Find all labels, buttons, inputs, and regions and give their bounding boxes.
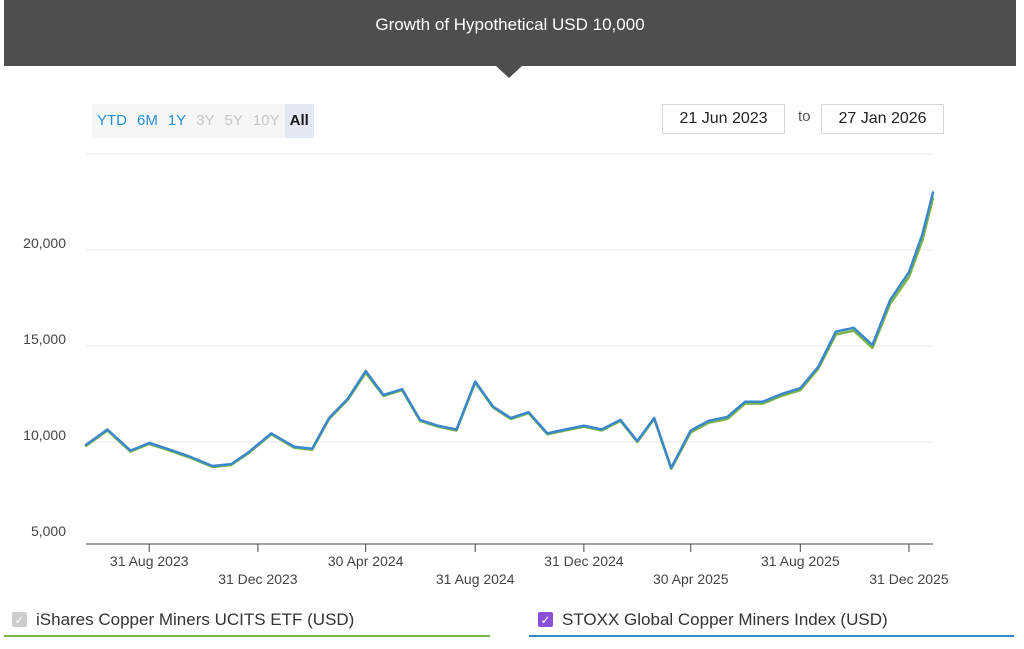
legend-label-index: STOXX Global Copper Miners Index (USD) [562, 609, 888, 629]
series-line-etf [84, 196, 935, 471]
range-button-ytd[interactable]: YTD [97, 112, 127, 129]
y-tick-label: 15,000 [23, 331, 66, 347]
legend-item-etf[interactable]: ✓ iShares Copper Miners UCITS ETF (USD) [12, 603, 354, 636]
range-button-all[interactable]: All [284, 104, 314, 138]
y-tick-label: 20,000 [23, 235, 66, 251]
header-pointer-arrow [496, 66, 522, 78]
legend-item-index[interactable]: ✓ STOXX Global Copper Miners Index (USD) [538, 603, 888, 636]
x-tick-label: 31 Aug 2025 [761, 553, 840, 569]
legend-checkbox-etf[interactable]: ✓ [12, 612, 27, 627]
y-tick-label: 5,000 [31, 523, 66, 539]
chart-header: Growth of Hypothetical USD 10,000 [4, 0, 1016, 66]
x-tick-label: 30 Apr 2024 [328, 553, 404, 569]
x-tick-label: 31 Aug 2024 [436, 571, 515, 587]
x-tick-label: 31 Dec 2023 [218, 571, 298, 587]
range-button-3y[interactable]: 3Y [196, 112, 215, 129]
legend-underline-etf [4, 635, 490, 637]
range-button-6m[interactable]: 6M [137, 112, 158, 129]
legend-underline-index [529, 635, 1014, 637]
x-tick-label: 30 Apr 2025 [653, 571, 729, 587]
x-tick-label: 31 Aug 2023 [110, 553, 189, 569]
date-range-separator: to [798, 108, 811, 125]
range-button-10y[interactable]: 10Y [252, 112, 280, 129]
series-line-index [84, 191, 935, 470]
x-tick-label: 31 Dec 2024 [544, 553, 624, 569]
growth-line-chart: 5,000 10,000 15,000 20,000 31 Aug 2023 31 Dec… [23, 153, 949, 587]
end-date-input[interactable]: 27 Jan 2026 [821, 104, 944, 134]
range-button-1y[interactable]: 1Y [167, 112, 187, 129]
range-button-5y[interactable]: 5Y [224, 112, 243, 129]
y-tick-label: 10,000 [23, 427, 66, 443]
range-selector: YTD 6M 1Y 3Y 5Y 10Y All [92, 104, 314, 138]
legend-checkbox-index[interactable]: ✓ [538, 612, 553, 627]
chart-title: Growth of Hypothetical USD 10,000 [375, 15, 645, 34]
legend-label-etf: iShares Copper Miners UCITS ETF (USD) [36, 609, 355, 629]
start-date-input[interactable]: 21 Jun 2023 [662, 104, 785, 134]
x-tick-label: 31 Dec 2025 [869, 571, 949, 587]
